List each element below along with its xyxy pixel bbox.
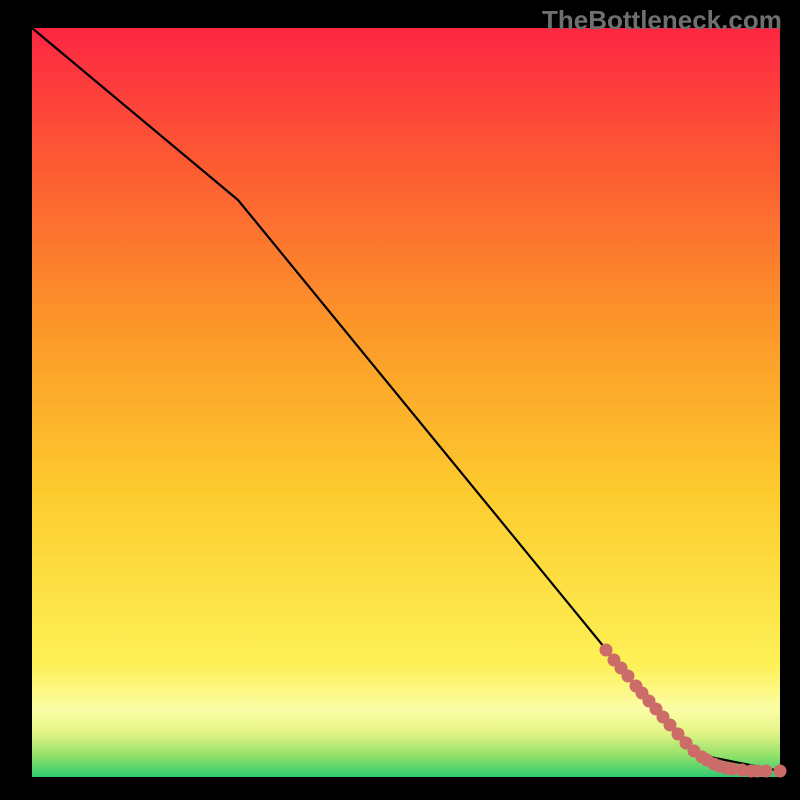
scatter-point bbox=[774, 765, 786, 777]
bottleneck-curve bbox=[32, 28, 780, 771]
scatter-markers bbox=[600, 644, 786, 777]
scatter-point bbox=[600, 644, 612, 656]
chart-frame: TheBottleneck.com bbox=[0, 0, 800, 800]
chart-overlay bbox=[0, 0, 800, 800]
scatter-point bbox=[760, 765, 772, 777]
scatter-point bbox=[622, 670, 634, 682]
